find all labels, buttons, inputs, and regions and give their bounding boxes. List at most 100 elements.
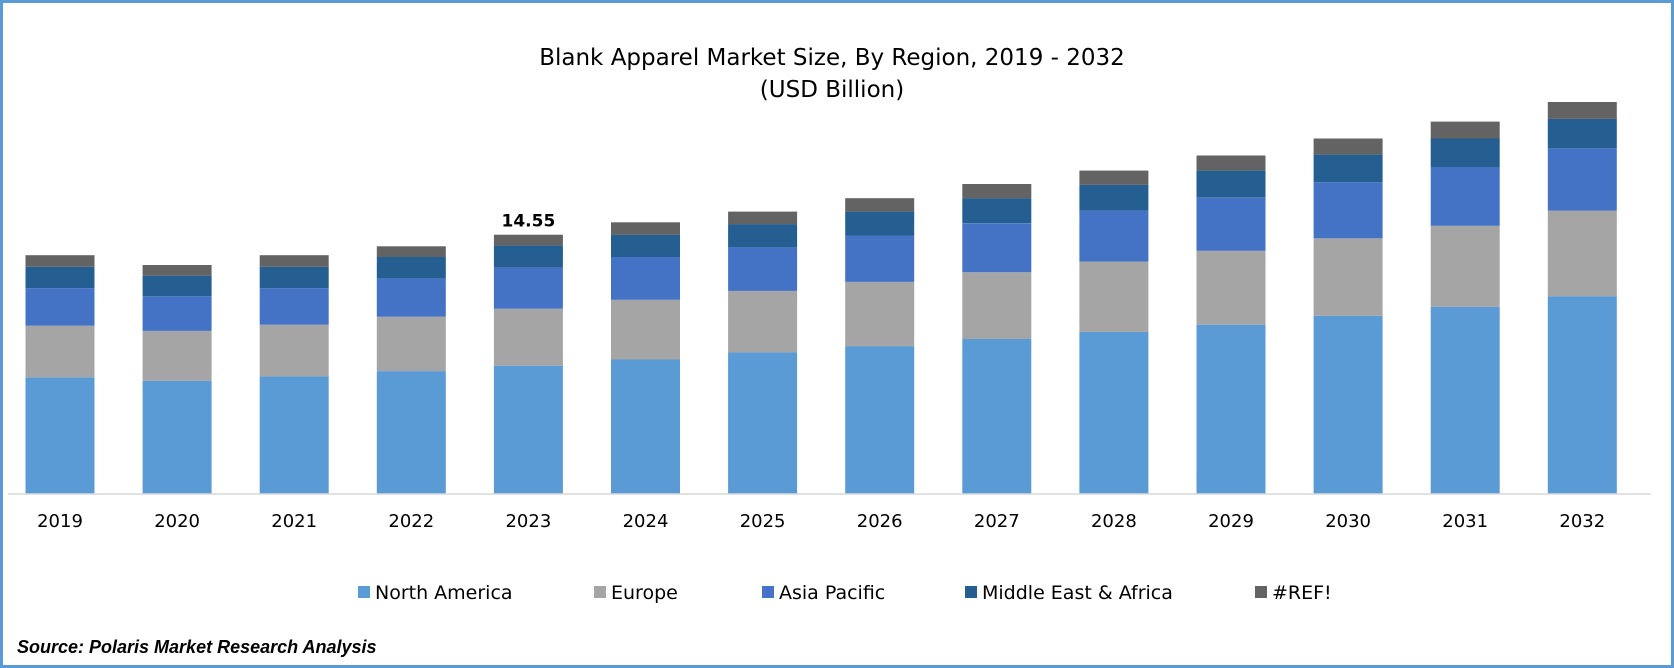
bar-asia-pacific-2029	[1196, 197, 1266, 251]
bar-asia-pacific-2021	[259, 288, 329, 325]
bar-ref-2027	[962, 184, 1032, 199]
bar-middle-east-africa-2024	[611, 234, 680, 257]
bar-europe-2026	[845, 282, 915, 347]
bar-europe-2019	[25, 325, 95, 378]
x-tick-label: 2028	[1091, 511, 1137, 532]
legend: North America Europe Asia Pacific Middle Ea…	[358, 582, 1332, 604]
bar-north-america-2027	[962, 339, 1032, 494]
bar-middle-east-africa-2021	[259, 266, 329, 289]
bar-ref-2029	[1196, 155, 1266, 171]
data-labels: 14.55	[502, 212, 556, 232]
bar-middle-east-africa-2025	[728, 224, 798, 248]
legend-label: Middle East & Africa	[982, 582, 1173, 604]
legend-item: #REF!	[1255, 582, 1332, 604]
bar-middle-east-africa-2028	[1079, 184, 1149, 211]
bar-middle-east-africa-2023	[493, 245, 563, 268]
legend-item: Middle East & Africa	[965, 582, 1173, 604]
bar-ref-2022	[376, 246, 446, 257]
bar-ref-2030	[1313, 138, 1383, 155]
bar-europe-2028	[1079, 261, 1149, 332]
bar-north-america-2028	[1079, 331, 1149, 494]
bar-ref-2020	[142, 265, 212, 276]
bar-europe-2029	[1196, 250, 1266, 325]
legend-swatch	[1255, 586, 1267, 598]
bar-europe-2020	[142, 331, 212, 381]
data-label: 14.55	[502, 212, 556, 232]
bar-north-america-2029	[1196, 324, 1266, 494]
bar-ref-2021	[259, 255, 329, 267]
bar-europe-2030	[1313, 238, 1383, 316]
bar-north-america-2022	[376, 371, 446, 494]
x-tick-label: 2031	[1442, 511, 1488, 532]
bar-north-america-2031	[1430, 306, 1500, 494]
bar-europe-2032	[1547, 210, 1617, 297]
chart-subtitle: (USD Billion)	[760, 77, 904, 103]
bar-asia-pacific-2023	[493, 267, 563, 309]
bar-europe-2027	[962, 272, 1032, 339]
bar-europe-2025	[728, 290, 798, 353]
x-tick-label: 2023	[505, 511, 551, 532]
bar-asia-pacific-2019	[25, 288, 95, 326]
legend-swatch	[358, 586, 370, 598]
legend-label: Europe	[611, 582, 678, 604]
stacked-bar-chart: Blank Apparel Market Size, By Region, 20…	[8, 45, 1651, 604]
bar-europe-2024	[611, 299, 680, 360]
bar-asia-pacific-2027	[962, 223, 1032, 273]
legend-item: Europe	[594, 582, 678, 604]
bar-asia-pacific-2025	[728, 247, 798, 291]
x-tick-label: 2032	[1559, 511, 1605, 532]
source-note: Source: Polaris Market Research Analysis	[17, 637, 377, 657]
chart-title: Blank Apparel Market Size, By Region, 20…	[539, 45, 1125, 71]
bar-ref-2023	[493, 234, 563, 246]
bar-middle-east-africa-2022	[376, 257, 446, 279]
bar-ref-2024	[611, 222, 680, 235]
bar-north-america-2021	[259, 376, 329, 494]
x-tick-label: 2022	[388, 511, 434, 532]
bar-ref-2032	[1547, 102, 1617, 119]
bar-asia-pacific-2026	[845, 235, 915, 282]
legend-swatch	[594, 586, 606, 598]
bar-middle-east-africa-2031	[1430, 138, 1500, 167]
legend-label: North America	[375, 582, 513, 604]
bar-middle-east-africa-2032	[1547, 118, 1617, 149]
bar-north-america-2030	[1313, 315, 1383, 494]
bar-north-america-2025	[728, 352, 798, 494]
bar-north-america-2026	[845, 346, 915, 494]
legend-label: #REF!	[1272, 582, 1332, 604]
legend-label: Asia Pacific	[779, 582, 885, 604]
bar-middle-east-africa-2019	[25, 266, 95, 289]
legend-swatch	[965, 586, 977, 598]
bar-asia-pacific-2020	[142, 296, 212, 331]
bar-asia-pacific-2024	[611, 257, 680, 300]
bar-asia-pacific-2028	[1079, 210, 1149, 262]
bar-europe-2031	[1430, 225, 1500, 307]
bar-middle-east-africa-2020	[142, 275, 212, 297]
x-tick-labels: 2019 2020 2021 2022 2023 2024 2025 2026 2027 2028…	[37, 511, 1605, 532]
legend-swatch	[762, 586, 774, 598]
x-tick-label: 2020	[154, 511, 200, 532]
bar-middle-east-africa-2030	[1313, 154, 1383, 183]
bar-europe-2021	[259, 324, 329, 377]
x-tick-label: 2026	[857, 511, 903, 532]
bar-asia-pacific-2031	[1430, 167, 1500, 226]
x-tick-label: 2025	[740, 511, 786, 532]
bar-north-america-2032	[1547, 296, 1617, 494]
bar-north-america-2019	[25, 377, 95, 494]
bar-north-america-2024	[611, 359, 680, 494]
bar-europe-2023	[493, 308, 563, 366]
x-tick-label: 2024	[623, 511, 669, 532]
bar-north-america-2023	[493, 365, 563, 494]
bar-ref-2028	[1079, 170, 1149, 185]
bar-asia-pacific-2032	[1547, 148, 1617, 211]
bar-ref-2025	[728, 211, 798, 225]
bar-europe-2022	[376, 316, 446, 371]
x-tick-label: 2027	[974, 511, 1020, 532]
bar-asia-pacific-2022	[376, 278, 446, 317]
bar-middle-east-africa-2026	[845, 211, 915, 236]
x-tick-label: 2021	[271, 511, 317, 532]
bar-ref-2019	[25, 255, 95, 267]
bar-middle-east-africa-2029	[1196, 170, 1266, 198]
x-tick-label: 2019	[37, 511, 83, 532]
bar-ref-2026	[845, 198, 915, 212]
